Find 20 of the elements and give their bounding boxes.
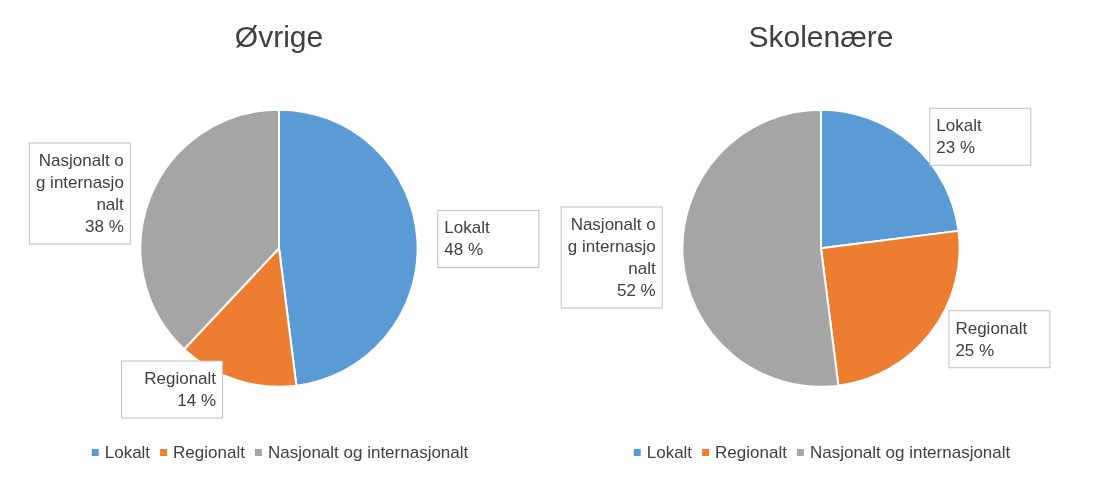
- data-label: 23 %: [936, 138, 976, 158]
- legend-label: Nasjonalt og internasjonalt: [267, 443, 469, 462]
- legend-label: Nasjonalt og internasjonalt: [809, 443, 1011, 462]
- slice-label: Nasjonalt og internasjonalt: [567, 215, 656, 279]
- slice-label: Lokalt: [444, 218, 490, 238]
- data-label: 38 %: [85, 217, 124, 237]
- data-label: 48 %: [444, 240, 484, 260]
- slice-label: Regionalt: [955, 318, 1028, 338]
- legend-label: Lokalt: [104, 443, 151, 462]
- slice-label: Nasjonalt og internasjonalt: [35, 151, 125, 215]
- legend-label: Regionalt: [715, 443, 788, 462]
- chart-title: Skolenære: [748, 19, 894, 53]
- legend-label: Regionalt: [173, 443, 246, 462]
- data-label: 14 %: [177, 391, 217, 411]
- legend-label: Lokalt: [646, 443, 693, 462]
- chart-title: Øvrige: [234, 19, 324, 53]
- data-label: 52 %: [616, 281, 656, 301]
- slice-label: Lokalt: [936, 116, 982, 136]
- slice-label: Regionalt: [144, 369, 217, 389]
- data-label: 25 %: [955, 340, 995, 360]
